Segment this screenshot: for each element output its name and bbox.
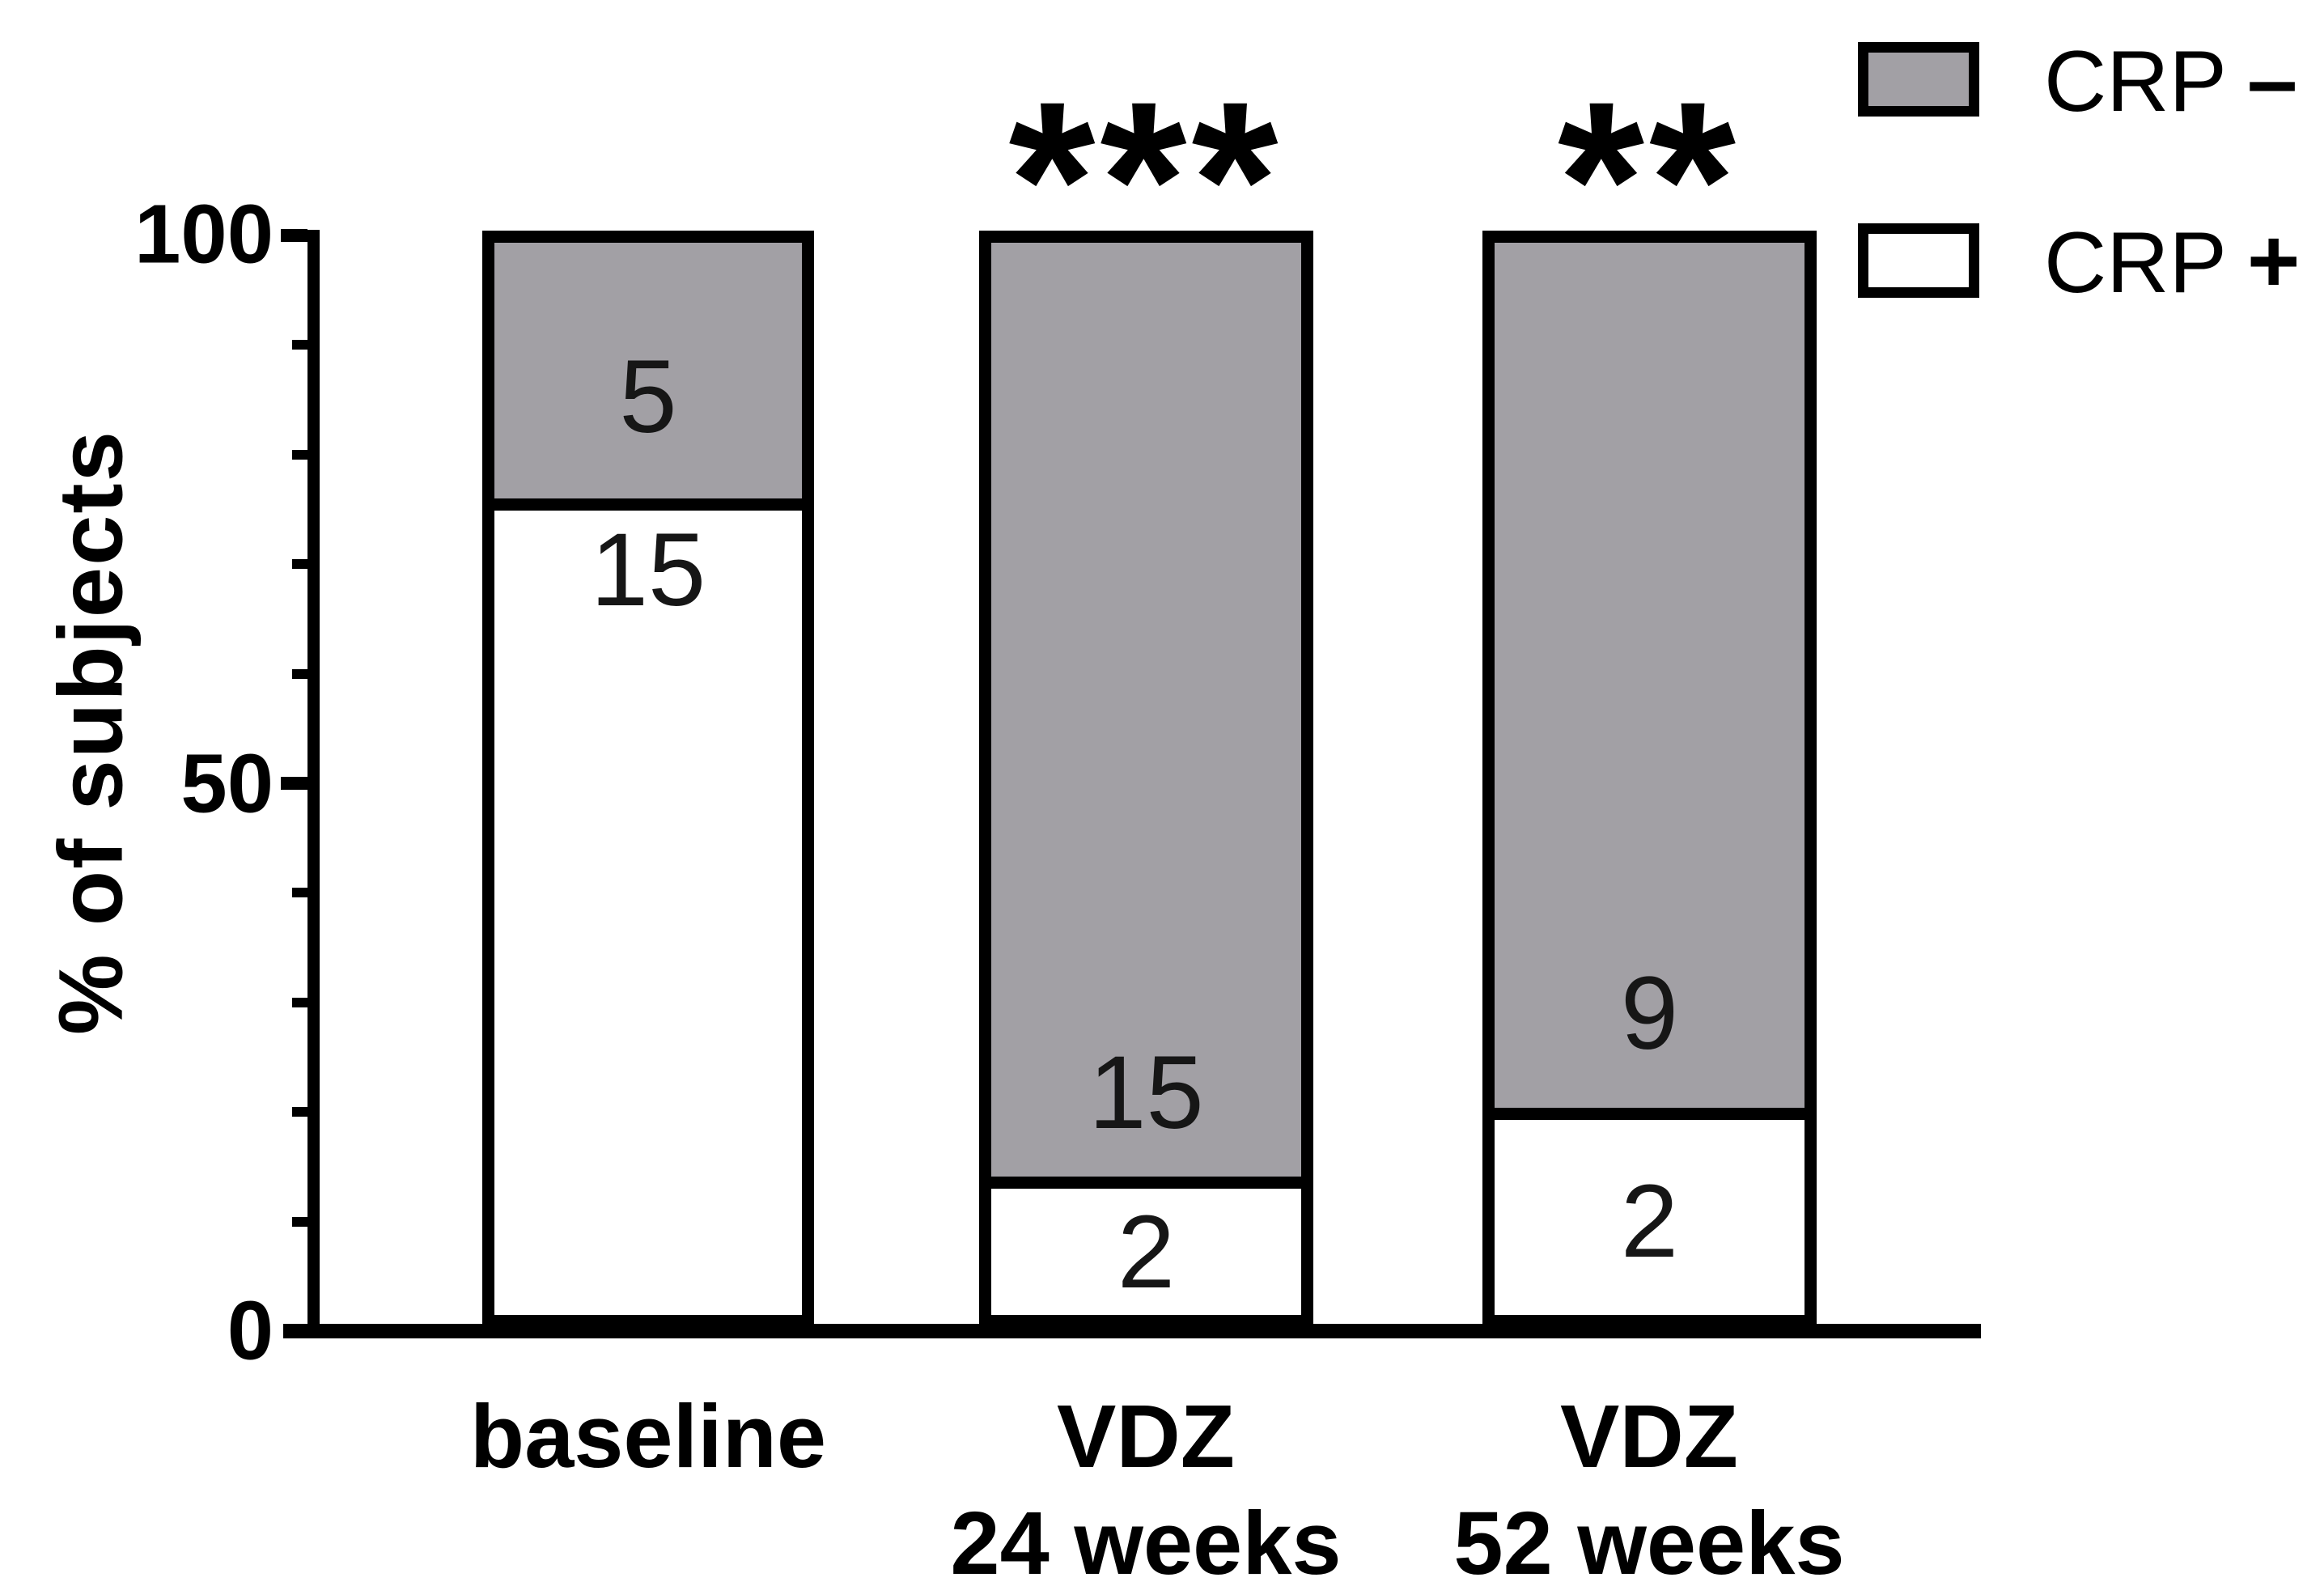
minus-sign: –: [2246, 28, 2298, 130]
crp-positive-segment: [494, 511, 802, 1315]
y-axis-title: % of subjects: [40, 430, 142, 1035]
x-axis-line: [283, 1324, 1981, 1338]
x-category-label-vdz-24-weeks: VDZ 24 weeks: [863, 1384, 1429, 1586]
y-axis-minor-tick: [292, 340, 307, 350]
y-axis-minor-tick: [292, 1217, 307, 1227]
legend-label-text: CRP: [2044, 214, 2227, 311]
y-axis-minor-tick: [292, 888, 307, 897]
crp-positive-segment: [1495, 1120, 1804, 1315]
legend-item-crp-positive: CRP +: [1858, 215, 2301, 306]
y-axis-line: [307, 230, 320, 1327]
x-category-label-vdz-52-weeks: VDZ 52 weeks: [1366, 1384, 1932, 1586]
bar-baseline: 5 15: [482, 231, 814, 1327]
crp-positive-swatch-icon: [1858, 223, 1979, 299]
x-category-line2: 24 weeks: [950, 1494, 1342, 1586]
x-category-line1: VDZ: [1057, 1387, 1235, 1486]
segment-value-label: 15: [590, 512, 706, 629]
y-axis-minor-tick: [292, 669, 307, 679]
crp-negative-segment: [494, 243, 802, 511]
legend-label-crp-positive: CRP +: [2044, 215, 2301, 306]
segment-value-label: 2: [1117, 1194, 1176, 1311]
y-axis-minor-tick: [292, 1107, 307, 1117]
y-axis-minor-tick: [292, 450, 307, 460]
x-category-label-baseline: baseline: [365, 1384, 931, 1491]
legend-label-text: CRP: [2044, 32, 2227, 129]
y-tick-label-50: 50: [180, 736, 274, 830]
y-tick-label-0: 0: [227, 1283, 274, 1377]
y-axis-major-tick: [281, 777, 307, 790]
legend-item-crp-negative: CRP –: [1858, 34, 2297, 125]
legend-label-crp-negative: CRP –: [2044, 34, 2297, 125]
bar-vdz-52-weeks: 9 2: [1482, 231, 1817, 1327]
crp-negative-segment: [1495, 243, 1804, 1121]
crp-positive-segment: [991, 1189, 1301, 1315]
segment-value-label: 5: [619, 338, 677, 455]
segment-value-label: 15: [1088, 1034, 1204, 1151]
y-axis-minor-tick: [292, 998, 307, 1007]
y-axis-major-tick: [281, 229, 307, 242]
y-tick-label-100: 100: [134, 187, 274, 281]
x-category-line2: 52 weeks: [1453, 1494, 1845, 1586]
crp-negative-swatch-icon: [1858, 42, 1979, 117]
x-category-line1: VDZ: [1560, 1387, 1738, 1486]
y-axis-minor-tick: [292, 559, 307, 569]
bar-vdz-24-weeks: 15 2: [979, 231, 1313, 1327]
segment-value-label: 9: [1620, 955, 1679, 1071]
segment-value-label: 2: [1620, 1163, 1679, 1279]
plus-sign: +: [2246, 210, 2301, 312]
crp-negative-segment: [991, 243, 1301, 1190]
x-category-line1: baseline: [469, 1387, 827, 1486]
